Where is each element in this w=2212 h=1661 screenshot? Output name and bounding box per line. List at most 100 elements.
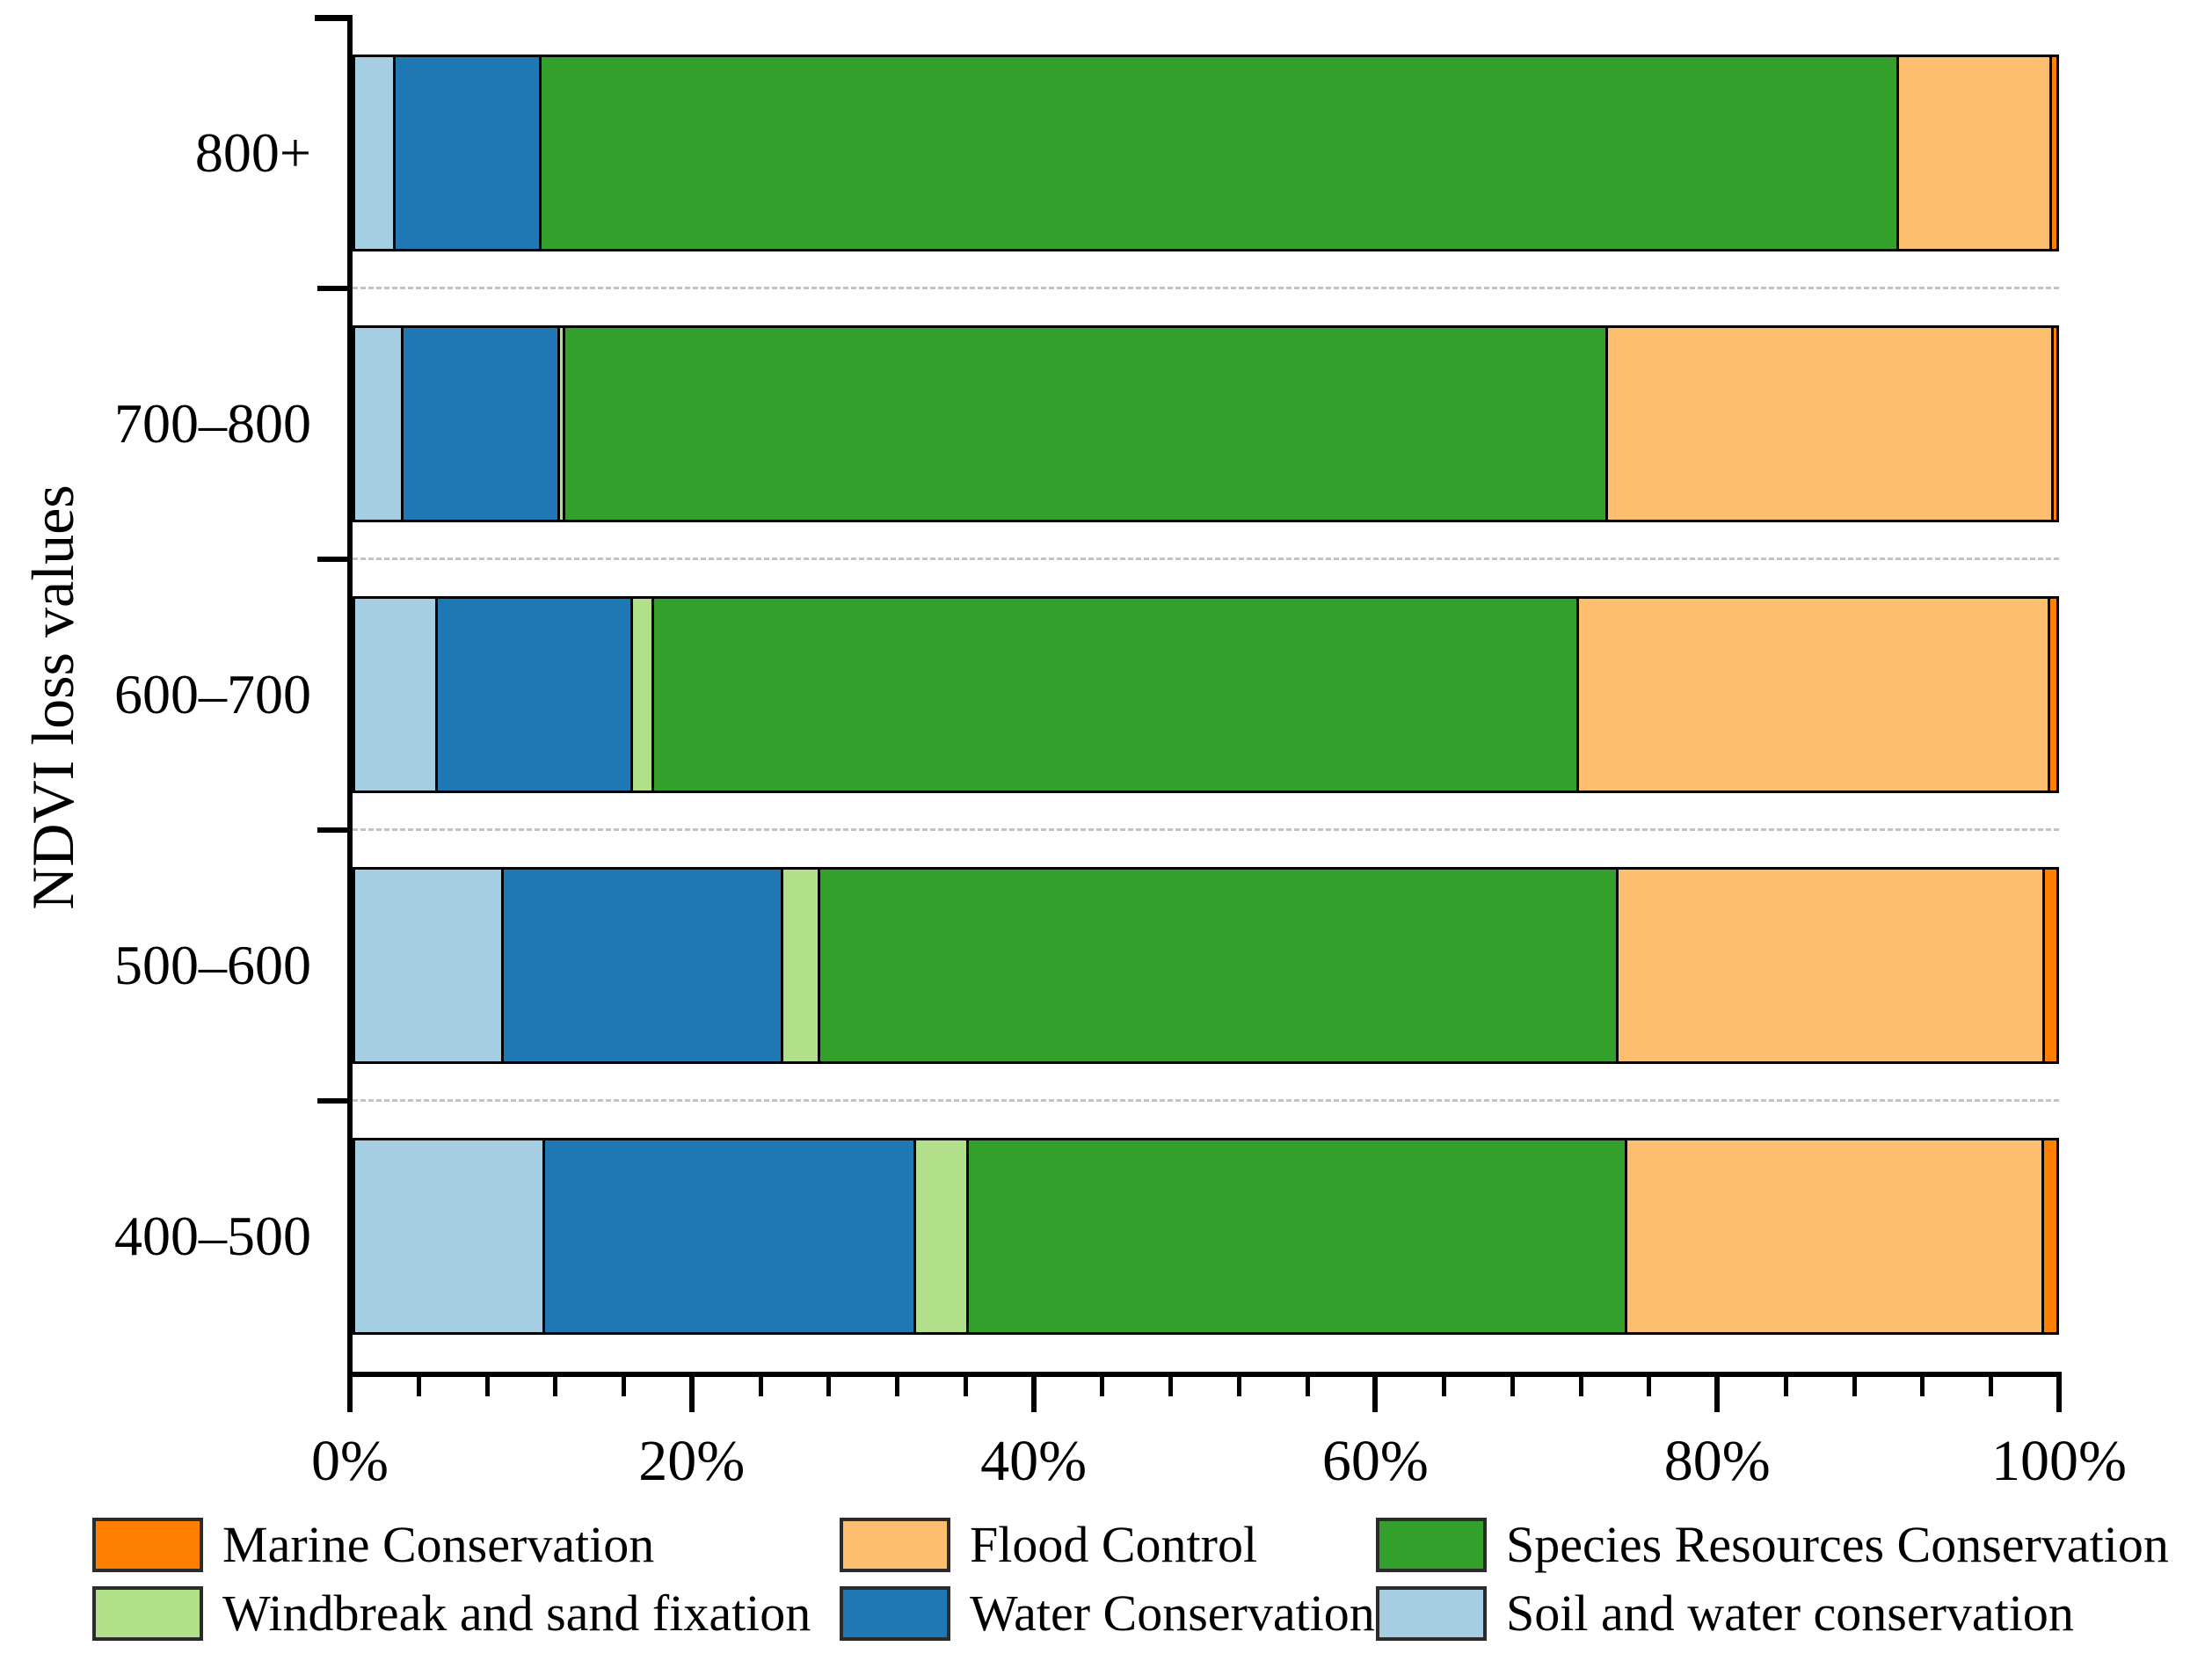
legend-label: Flood Control [970,1516,1258,1573]
x-tick-label: 80% [1663,1429,1771,1493]
y-axis-minor-tick [317,557,347,562]
category-label: 600–700 [114,663,311,725]
x-axis-minor-tick [484,1377,490,1396]
x-axis-major-tick [1372,1377,1379,1412]
bar-segment-marine-conservation [2048,599,2056,790]
bar-segment-water-conservation [542,1140,913,1332]
x-tick-label: 60% [1321,1429,1429,1493]
bar-segment-windbreak-and-sand-fixation [630,599,651,790]
x-axis-minor-tick [963,1377,968,1396]
grid-separator-line [353,557,2059,560]
category-label: 800+ [194,121,311,184]
legend-item: Water Conservation [840,1583,1375,1644]
legend-item: Flood Control [840,1514,1257,1576]
legend-swatch-windbreak-and-sand-fixation [92,1586,203,1641]
legend-label: Marine Conservation [222,1516,655,1573]
bar-slot [353,18,2059,288]
bar-segment-water-conservation [392,57,539,249]
x-axis-minor-tick [1168,1377,1174,1396]
bar-segment-species-resources-conservation [538,57,1897,249]
bar-segment-water-conservation [434,599,631,790]
legend-item: Marine Conservation [92,1514,654,1576]
bar-segment-species-resources-conservation [563,328,1606,520]
bar-slot [353,830,2059,1101]
legend-swatch-soil-and-water-conservation [1376,1586,1487,1641]
legend-label: Windbreak and sand fixation [222,1585,811,1642]
legend-swatch-species-resources-conservation [1376,1518,1487,1572]
grid-separator-line [353,828,2059,831]
x-tick-label: 40% [980,1429,1088,1493]
x-axis-minor-tick [622,1377,627,1396]
bar-segment-soil-and-water-conservation [355,57,393,249]
bar-segment-marine-conservation [2042,870,2056,1061]
x-axis-major-tick [347,1377,353,1412]
grid-separator-line [353,1099,2059,1102]
x-axis-minor-tick [416,1377,421,1396]
x-tick-label: 100% [1991,1429,2127,1493]
y-axis-minor-tick [317,827,347,833]
x-axis-major-tick [688,1377,695,1412]
legend-item: Windbreak and sand fixation [92,1583,811,1644]
bar-segment-windbreak-and-sand-fixation [913,1140,966,1332]
stacked-bar [353,55,2059,251]
x-axis-minor-tick [1510,1377,1515,1396]
x-axis-minor-tick [1852,1377,1857,1396]
legend-swatch-marine-conservation [92,1518,203,1572]
x-axis-major-tick [1030,1377,1037,1412]
bar-segment-flood-control [1576,599,2048,790]
y-axis-minor-tick [317,1098,347,1104]
bar-segment-species-resources-conservation [818,870,1616,1061]
x-axis-major-tick [1714,1377,1721,1412]
bar-segment-windbreak-and-sand-fixation [780,870,819,1061]
legend-swatch-water-conservation [840,1586,950,1641]
plot-area [353,18,2059,1372]
legend-label: Soil and water conservation [1506,1585,2074,1642]
x-axis-major-tick [2056,1377,2062,1412]
x-axis-minor-tick [1989,1377,1994,1396]
bar-segment-flood-control [1605,328,2052,520]
y-axis-minor-tick [317,286,347,291]
bar-segment-soil-and-water-conservation [355,870,502,1061]
bar-slot [353,288,2059,559]
x-axis-minor-tick [826,1377,832,1396]
grid-separator-line [353,287,2059,289]
category-label: 400–500 [114,1205,311,1267]
bar-segment-species-resources-conservation [651,599,1577,790]
bar-segment-soil-and-water-conservation [355,599,435,790]
legend-label: Water Conservation [970,1585,1375,1642]
category-label: 700–800 [114,392,311,455]
x-axis-minor-tick [1442,1377,1447,1396]
bar-segment-water-conservation [501,870,781,1061]
x-tick-label: 20% [638,1429,746,1493]
x-axis-minor-tick [1578,1377,1583,1396]
bar-segment-flood-control [1615,870,2043,1061]
legend-item: Species Resources Conservation [1376,1514,2169,1576]
bar-segment-species-resources-conservation [965,1140,1625,1332]
x-tick-label: 0% [311,1429,389,1493]
bar-segment-marine-conservation [2049,57,2056,249]
legend-item: Soil and water conservation [1376,1583,2074,1644]
x-axis-minor-tick [1236,1377,1241,1396]
stacked-bar [353,867,2059,1064]
bar-segment-marine-conservation [2051,328,2056,520]
legend-swatch-flood-control [840,1518,950,1572]
x-axis-minor-tick [895,1377,900,1396]
x-axis-line [347,1372,2062,1377]
bar-slot [353,1101,2059,1372]
bar-slot [353,559,2059,830]
bar-segment-flood-control [1624,1140,2041,1332]
x-axis-minor-tick [1305,1377,1310,1396]
x-axis-minor-tick [758,1377,763,1396]
y-axis-top-tick [315,15,353,21]
y-axis-line [347,18,353,1377]
bar-segment-soil-and-water-conservation [355,328,402,520]
bar-segment-soil-and-water-conservation [355,1140,542,1332]
x-axis-minor-tick [1100,1377,1105,1396]
x-axis-minor-tick [553,1377,558,1396]
legend-label: Species Resources Conservation [1506,1516,2169,1573]
x-axis-minor-tick [1647,1377,1652,1396]
x-axis-minor-tick [1783,1377,1788,1396]
category-label: 500–600 [114,934,311,996]
bar-segment-windbreak-and-sand-fixation [557,328,564,520]
stacked-bar [353,596,2059,793]
